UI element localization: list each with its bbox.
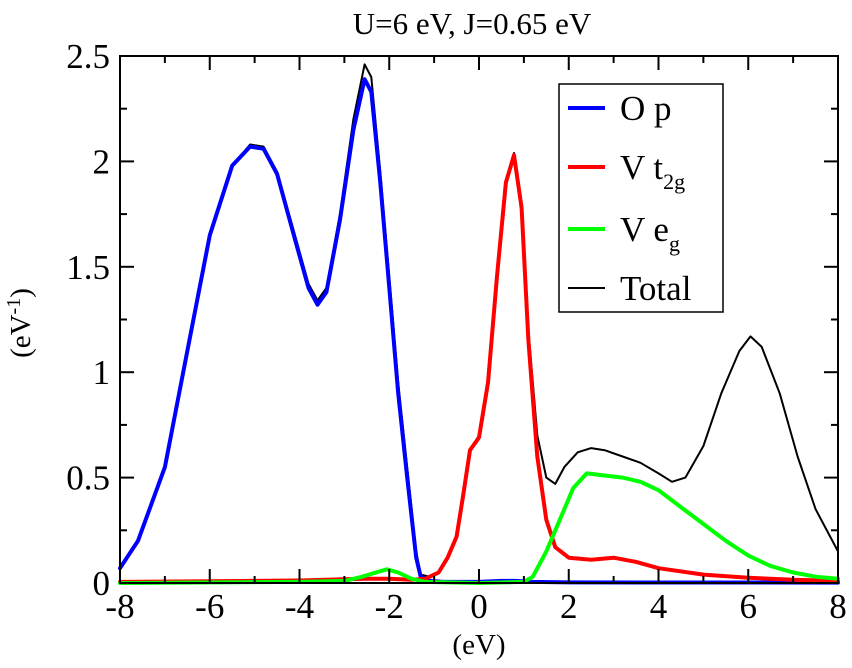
y-axis-label-main: (eV — [5, 314, 37, 358]
y-axis-label-close: ) — [5, 288, 37, 298]
tick-labels-layer: -8 -6 -4 -2 0 2 4 6 8 0 0.5 1 1.5 2 2.5 — [66, 37, 847, 626]
chart-title: U=6 eV, J=0.65 eV — [353, 6, 592, 41]
series-line-vt2g — [118, 153, 840, 584]
y-tick-label: 1 — [93, 353, 111, 392]
plot-area: -8 -6 -4 -2 0 2 4 6 8 0 0.5 1 1.5 2 2.5 — [66, 37, 847, 626]
series-line-total — [119, 63, 839, 578]
ticks-layer — [119, 55, 839, 584]
legend: O p V t2g V eg Total — [558, 83, 724, 313]
legend-label-total: Total — [620, 269, 692, 308]
legend-label-op: O p — [620, 89, 672, 128]
y-tick-label: 2.5 — [66, 37, 110, 76]
x-tick-label: 8 — [829, 587, 847, 626]
y-tick-label: 2 — [93, 142, 111, 181]
x-tick-label: 0 — [470, 587, 488, 626]
y-axis-label: (eV-1) — [3, 288, 37, 358]
plot-frame — [119, 55, 839, 584]
y-tick-label: 0 — [93, 564, 111, 603]
y-axis-label-sup: -1 — [3, 298, 25, 315]
x-tick-label: -2 — [375, 587, 404, 626]
x-tick-label: 4 — [650, 587, 668, 626]
series-line-veg — [118, 471, 840, 585]
legend-box — [558, 83, 724, 313]
x-tick-label: -6 — [195, 587, 224, 626]
x-tick-label: -4 — [285, 587, 314, 626]
x-tick-label: 6 — [740, 587, 758, 626]
x-tick-label: 2 — [560, 587, 578, 626]
y-tick-label: 0.5 — [66, 459, 110, 498]
legend-label-veg: V eg — [620, 210, 680, 256]
legend-label-vt2g: V t2g — [620, 148, 685, 194]
y-tick-label: 1.5 — [66, 248, 110, 287]
x-tick-label: -8 — [105, 587, 134, 626]
x-axis-label: (eV) — [452, 629, 505, 661]
series-layer — [118, 63, 840, 585]
series-line-op — [118, 77, 840, 585]
